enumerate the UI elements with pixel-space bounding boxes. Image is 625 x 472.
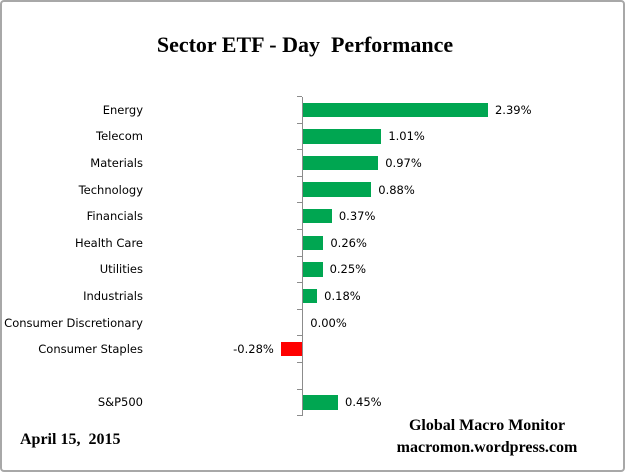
value-label-industrials: 0.18% bbox=[324, 289, 361, 303]
category-label-health-care: Health Care bbox=[74, 235, 143, 250]
axis-tick bbox=[297, 362, 302, 363]
value-label-financials: 0.37% bbox=[338, 209, 376, 224]
value-label-technology: 0.88% bbox=[378, 182, 415, 197]
axis-tick bbox=[297, 202, 302, 204]
axis-tick bbox=[297, 335, 302, 337]
value-label-utilities: 0.25% bbox=[329, 262, 367, 277]
category-label-telecom: Telecom bbox=[96, 129, 143, 144]
bar-s-p500 bbox=[303, 395, 339, 410]
bar-technology bbox=[303, 182, 372, 197]
value-label-telecom: 1.01% bbox=[388, 129, 425, 144]
bar-energy bbox=[303, 102, 488, 118]
category-label-technology: Technology bbox=[78, 182, 143, 197]
category-label-materials: Materials bbox=[90, 156, 143, 170]
value-label-health-care: 0.26% bbox=[330, 235, 367, 250]
axis-tick bbox=[297, 308, 302, 310]
bar-financials bbox=[303, 208, 332, 224]
bar-industrials bbox=[303, 288, 318, 304]
bar-utilities bbox=[303, 262, 323, 277]
value-label-energy: 2.39% bbox=[494, 102, 532, 117]
value-label-consumer-discretionary: 0.00% bbox=[310, 315, 347, 330]
category-label-s-p500: S&P500 bbox=[97, 395, 143, 410]
axis-tick bbox=[297, 415, 302, 417]
brand-name: Global Macro Monitor bbox=[408, 417, 566, 434]
bar-materials bbox=[303, 155, 379, 171]
axis-tick bbox=[297, 229, 302, 230]
brand-credit: Global Macro Monitor macromon.wordpress.… bbox=[347, 415, 623, 458]
chart-title: Sector ETF - Day Performance bbox=[156, 32, 454, 57]
value-label-s-p500: 0.45% bbox=[345, 395, 382, 410]
category-label-financials: Financials bbox=[86, 209, 143, 224]
axis-tick bbox=[297, 388, 302, 390]
bar-consumer-staples bbox=[280, 341, 303, 357]
axis-tick bbox=[297, 175, 302, 177]
value-label-materials: 0.97% bbox=[385, 156, 422, 170]
category-label-utilities: Utilities bbox=[99, 262, 143, 277]
category-label-consumer-discretionary: Consumer Discretionary bbox=[4, 315, 143, 330]
bar-health-care bbox=[303, 235, 324, 251]
axis-tick bbox=[297, 255, 302, 257]
axis-tick bbox=[297, 96, 302, 97]
brand-url: macromon.wordpress.com bbox=[396, 438, 578, 456]
category-label-industrials: Industrials bbox=[83, 289, 143, 303]
date-label: April 15, 2015 bbox=[20, 431, 121, 448]
value-label-consumer-staples: -0.28% bbox=[233, 342, 274, 357]
axis-tick bbox=[297, 122, 302, 124]
axis-tick bbox=[297, 282, 302, 284]
axis-tick bbox=[297, 149, 302, 151]
bar-telecom bbox=[303, 129, 382, 144]
category-label-energy: Energy bbox=[102, 102, 143, 117]
category-axis bbox=[301, 96, 304, 416]
category-label-consumer-staples: Consumer Staples bbox=[38, 342, 143, 357]
